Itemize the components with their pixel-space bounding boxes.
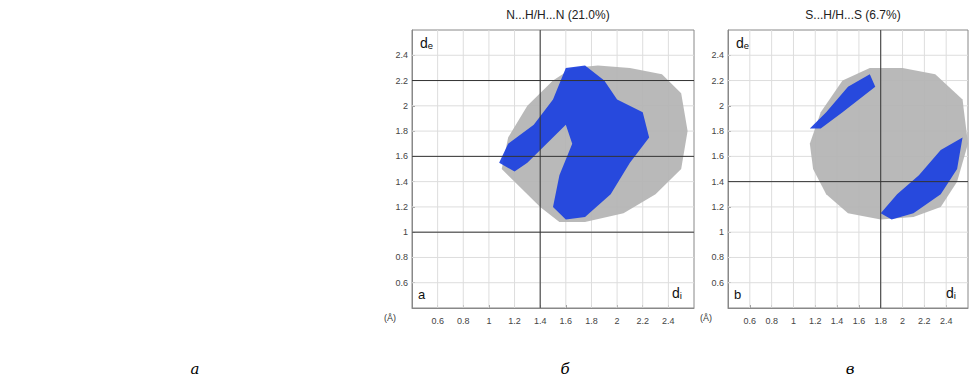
svg-text:1.6: 1.6 (853, 316, 866, 326)
svg-text:1.6: 1.6 (560, 316, 573, 326)
svg-text:а: а (191, 360, 200, 378)
svg-text:S...H/H...S (6.7%): S...H/H...S (6.7%) (805, 8, 900, 22)
svg-text:1: 1 (486, 316, 491, 326)
svg-text:0.6: 0.6 (711, 278, 724, 288)
svg-text:1: 1 (403, 227, 408, 237)
svg-text:1.6: 1.6 (711, 151, 724, 161)
svg-text:1.2: 1.2 (508, 316, 521, 326)
svg-text:1.8: 1.8 (395, 126, 408, 136)
svg-text:2: 2 (615, 316, 620, 326)
svg-text:1.2: 1.2 (711, 202, 724, 212)
svg-text:2.2: 2.2 (918, 316, 931, 326)
svg-text:1.2: 1.2 (809, 316, 822, 326)
svg-text:1.8: 1.8 (711, 126, 724, 136)
svg-text:0.8: 0.8 (395, 252, 408, 262)
svg-text:1.4: 1.4 (831, 316, 844, 326)
svg-text:0.8: 0.8 (711, 252, 724, 262)
svg-text:2: 2 (900, 316, 905, 326)
svg-text:б: б (560, 360, 570, 378)
svg-text:2: 2 (719, 101, 724, 111)
svg-text:1.4: 1.4 (534, 316, 547, 326)
svg-text:1.2: 1.2 (395, 202, 408, 212)
svg-text:0.6: 0.6 (431, 316, 444, 326)
svg-text:2.4: 2.4 (711, 50, 724, 60)
svg-text:dᵢ: dᵢ (672, 285, 682, 301)
svg-text:1.4: 1.4 (395, 177, 408, 187)
svg-text:dₑ: dₑ (420, 35, 433, 51)
svg-text:2.2: 2.2 (395, 76, 408, 86)
svg-text:2.4: 2.4 (662, 316, 675, 326)
svg-text:(Å): (Å) (700, 313, 712, 323)
svg-text:a: a (418, 287, 426, 302)
svg-text:b: b (734, 287, 741, 302)
svg-text:2.4: 2.4 (940, 316, 953, 326)
svg-text:2.2: 2.2 (636, 316, 649, 326)
svg-text:1.6: 1.6 (395, 151, 408, 161)
svg-text:0.8: 0.8 (765, 316, 778, 326)
svg-text:1.4: 1.4 (711, 177, 724, 187)
svg-text:0.6: 0.6 (395, 278, 408, 288)
svg-text:0.8: 0.8 (457, 316, 470, 326)
svg-text:dₑ: dₑ (736, 35, 749, 51)
svg-text:1: 1 (791, 316, 796, 326)
svg-text:1.8: 1.8 (585, 316, 598, 326)
svg-text:1: 1 (719, 227, 724, 237)
svg-text:в: в (846, 360, 855, 378)
svg-text:dᵢ: dᵢ (946, 285, 956, 301)
svg-text:N...H/H...N (21.0%): N...H/H...N (21.0%) (506, 8, 609, 22)
svg-text:2: 2 (403, 101, 408, 111)
svg-text:2.2: 2.2 (711, 76, 724, 86)
svg-text:(Å): (Å) (384, 313, 396, 323)
svg-text:0.6: 0.6 (744, 316, 757, 326)
svg-text:1.8: 1.8 (874, 316, 887, 326)
svg-text:2.4: 2.4 (395, 50, 408, 60)
